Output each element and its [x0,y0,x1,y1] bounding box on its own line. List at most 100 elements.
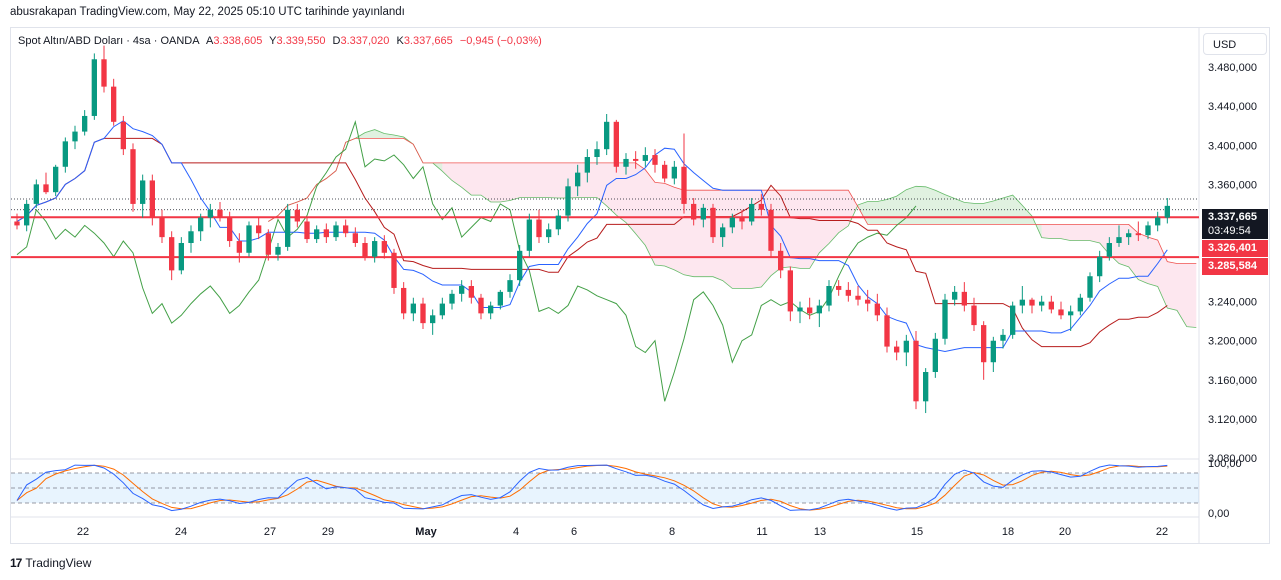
candle-body [865,299,871,304]
stoch-tick-label: 100,00 [1208,458,1242,470]
stoch-k-line [16,464,1168,512]
candle-body [140,180,146,204]
price-tick-label: 3.200,000 [1208,336,1257,348]
time-tick-label: 15 [911,526,923,538]
candle-body [62,141,68,167]
tradingview-brand: TradingView [25,556,92,570]
conversion-line [16,120,1168,353]
candle-body [507,280,513,292]
candle-body [807,307,813,314]
candle-body [1039,301,1045,306]
candle-body [1116,237,1122,243]
candle-body [1155,217,1161,226]
candle-body [1164,205,1170,218]
candle-body [584,157,590,173]
candle-body [178,243,184,271]
symbol-name: Spot Altın/ABD Doları · 4sa · OANDA [18,35,200,47]
candle-body [159,217,165,238]
currency-button[interactable]: USD [1203,33,1267,55]
candle-body [314,229,320,240]
candle-body [468,286,474,298]
candle-body [111,86,117,122]
candle-body [1029,299,1035,306]
candle-body [497,291,503,306]
tradingview-logo[interactable]: 17 TradingView [10,556,91,570]
time-tick-label: 13 [814,526,826,538]
candle-body [236,241,242,253]
candle-body [952,291,958,300]
candle-body [343,225,349,234]
candle-body [1019,299,1025,306]
candle-body [691,203,697,220]
candle-body [391,252,397,288]
candle-body [923,372,929,402]
candle-body [198,217,204,232]
candle-body [488,305,494,314]
candle-body [14,221,20,226]
candle-body [1126,233,1132,238]
candle-body [536,219,542,238]
candle-body [24,203,30,226]
candle-body [130,149,136,204]
candle-body [101,59,107,87]
low-label: D [332,35,341,47]
price-tick-label: 3.400,000 [1208,140,1257,152]
ichimoku-cloud [858,186,1042,238]
candle-body [1106,243,1112,257]
open-value: 3.338,605 [213,35,263,47]
price-tick-label: 3.160,000 [1208,375,1257,387]
candle-body [700,207,706,220]
stoch-tick-label: 0,00 [1208,508,1229,520]
time-tick-label: 22 [1156,526,1168,538]
candle-body [294,209,300,222]
time-tick-label: 6 [571,526,577,538]
candle-body [188,231,194,243]
candle-body [478,297,484,314]
open-label: A [206,35,214,47]
candle-body [246,225,252,253]
candle-body [903,340,909,353]
candle-body [816,305,822,314]
candle-body [1048,301,1054,310]
candle-body [459,286,465,294]
candle-body [362,243,368,257]
candle-body [33,184,39,204]
candle-body [410,303,416,314]
candle-body [671,166,677,179]
level-1-tag: 3.326,401 [1202,240,1268,257]
candle-body [942,299,948,339]
last-price-value: 3.337,665 [1208,211,1257,223]
candle-body [1000,334,1006,341]
price-tick-label: 3.480,000 [1208,62,1257,74]
time-tick-label: 8 [669,526,675,538]
candle-body [555,215,561,230]
candle-body [981,325,987,363]
candle-body [217,209,223,218]
candle-body [797,307,803,312]
candle-body [652,155,658,165]
time-tick-label: May [415,526,437,538]
candle-body [381,241,387,253]
candle-body [149,180,155,218]
candle-body [874,303,880,316]
candle-body [526,219,532,251]
time-tick-label: 22 [77,526,89,538]
close-label: K [396,35,404,47]
candle-body [613,121,619,167]
price-tick-label: 3.360,000 [1208,179,1257,191]
candle-body [961,291,967,306]
candle-body [401,287,407,314]
time-tick-label: 11 [756,526,767,538]
candle-body [778,250,784,271]
chart-frame [10,27,1270,544]
candle-body [1145,225,1151,236]
close-value: 3.337,665 [403,35,453,47]
high-label: Y [269,35,277,47]
candle-body [642,155,648,161]
candle-body [681,166,687,204]
candle-body [285,209,291,247]
candle-body [323,229,329,238]
countdown-value: 03:49:54 [1208,225,1251,237]
candle-body [91,59,97,116]
